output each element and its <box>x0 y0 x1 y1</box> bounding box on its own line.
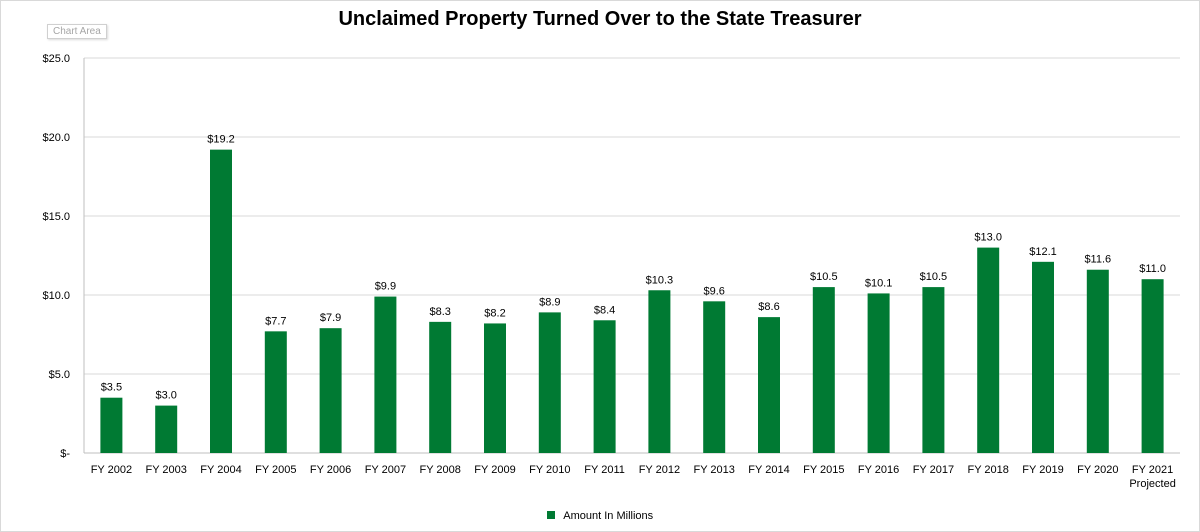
x-tick-label: FY 2003 <box>146 464 187 476</box>
bar <box>429 321 452 453</box>
x-tick-label: FY 2008 <box>420 464 461 476</box>
bar <box>703 301 726 453</box>
data-label: $10.1 <box>865 277 893 289</box>
x-tick-label: FY 2013 <box>694 464 735 476</box>
x-tick-label: FY 2016 <box>858 464 899 476</box>
bar <box>977 247 1000 453</box>
data-label: $11.0 <box>1139 263 1166 275</box>
data-label: $8.3 <box>429 306 450 318</box>
bar <box>922 287 945 453</box>
data-label: $9.6 <box>703 285 724 297</box>
data-label: $7.9 <box>320 312 341 324</box>
x-tick-label: FY 2007 <box>365 464 406 476</box>
x-tick-label: FY 2017 <box>913 464 954 476</box>
bar <box>1086 269 1109 453</box>
data-label: $3.5 <box>101 382 122 394</box>
data-label: $8.2 <box>484 307 505 319</box>
x-tick-label: FY 2018 <box>968 464 1009 476</box>
data-label: $9.9 <box>375 281 396 293</box>
legend-swatch <box>546 511 555 520</box>
bar <box>484 323 506 453</box>
data-label: $13.0 <box>974 232 1002 244</box>
x-tick-label: FY 2014 <box>748 464 789 476</box>
y-axis-ticks: $- $5.0 $10.0 $15.0 $20.0 $25.0 <box>42 53 70 460</box>
x-tick-label: FY 2004 <box>200 464 241 476</box>
x-tick-label: FY 2010 <box>529 464 570 476</box>
chart-title: Unclaimed Property Turned Over to the St… <box>338 8 862 30</box>
y-tick-label: $20.0 <box>42 132 70 144</box>
y-tick-label: $15.0 <box>42 211 70 223</box>
data-label: $8.6 <box>758 301 779 313</box>
data-label: $19.2 <box>207 134 235 146</box>
bar <box>1141 279 1164 453</box>
bar <box>538 312 561 453</box>
bar-chart: $- $5.0 $10.0 $15.0 $20.0 $25.0 $3.5 $3.0 $19.2… <box>42 53 1180 490</box>
x-tick-label: Projected <box>1129 478 1175 490</box>
data-label: $12.1 <box>1029 246 1057 258</box>
bar <box>210 149 232 453</box>
x-tick-label: FY 2015 <box>803 464 844 476</box>
bar <box>264 331 287 453</box>
y-tick-label: $25.0 <box>42 53 70 65</box>
x-tick-label: FY 2021 <box>1132 464 1173 476</box>
bar <box>319 328 342 453</box>
y-tick-label: $10.0 <box>42 290 70 302</box>
x-axis-ticks: FY 2002 FY 2003 FY 2004 FY 2005 FY 2006 FY 20… <box>91 464 1176 490</box>
bar <box>155 405 178 453</box>
data-label: $8.4 <box>594 304 615 316</box>
data-label: $11.6 <box>1084 254 1111 266</box>
bar <box>758 317 780 453</box>
bar <box>1032 261 1054 453</box>
x-tick-label: FY 2019 <box>1022 464 1063 476</box>
data-label: $10.5 <box>920 271 948 283</box>
data-labels: $3.5 $3.0 $19.2 $7.7 $7.9 $9.9 $8.3 $8.2 $8.9 $8.… <box>101 134 1166 402</box>
data-label: $3.0 <box>155 390 176 402</box>
bar <box>100 397 123 453</box>
x-tick-label: FY 2012 <box>639 464 680 476</box>
bar <box>593 320 616 453</box>
bars <box>100 149 1164 453</box>
x-tick-label: FY 2006 <box>310 464 351 476</box>
x-tick-label: FY 2020 <box>1077 464 1118 476</box>
chart-area-tooltip: Chart Area <box>47 24 107 39</box>
data-label: $10.3 <box>646 274 674 286</box>
legend-label: Amount In Millions <box>563 510 654 522</box>
x-tick-label: FY 2009 <box>474 464 515 476</box>
bar <box>374 296 397 453</box>
data-label: $10.5 <box>810 271 838 283</box>
y-tick-label: $5.0 <box>49 369 70 381</box>
bar <box>648 290 671 453</box>
bar <box>867 293 890 453</box>
x-tick-label: FY 2005 <box>255 464 296 476</box>
y-tick-label: $- <box>60 448 70 460</box>
bar <box>812 287 835 453</box>
x-tick-label: FY 2011 <box>584 464 625 476</box>
x-tick-label: FY 2002 <box>91 464 132 476</box>
data-label: $8.9 <box>539 296 560 308</box>
data-label: $7.7 <box>265 315 286 327</box>
gridlines <box>83 57 1180 454</box>
legend: Amount In Millions <box>0 510 1200 522</box>
